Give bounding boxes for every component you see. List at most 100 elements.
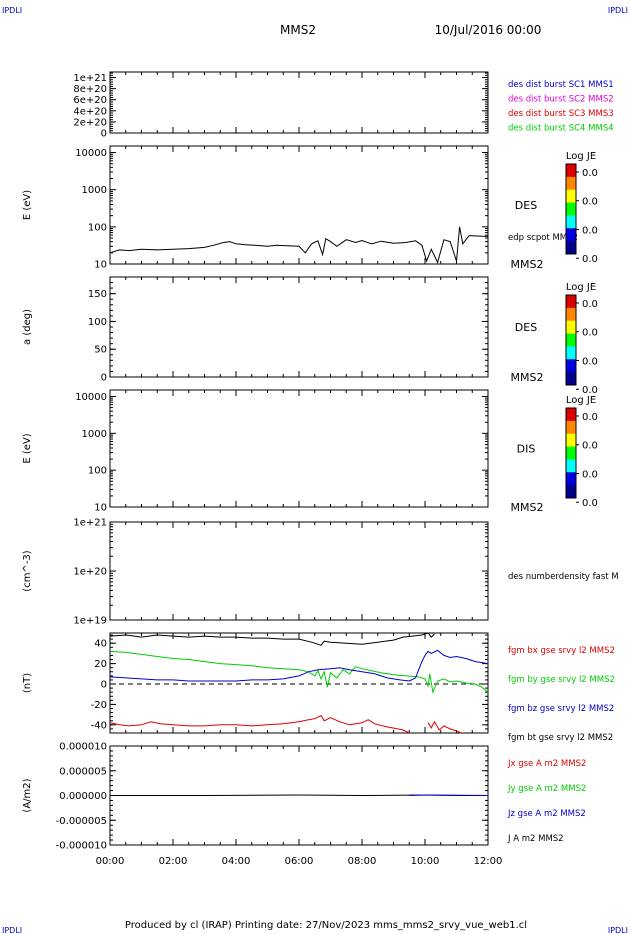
x-tick-label: 08:00: [348, 856, 377, 867]
colorbar-segment-des_energy: [566, 189, 576, 204]
series-line-current-1: [409, 794, 488, 796]
series-line-fgm-1: [109, 650, 489, 694]
colorbar-tick-label-des_pitch: 0.0: [582, 299, 598, 310]
y-tick-label-dist_counts: 1e+21: [73, 73, 107, 84]
y-tick-label-des_energy: 10: [94, 260, 107, 271]
colorbar-segment-des_energy: [566, 164, 576, 178]
colorbar-tick-label-dis_energy: 0.0: [582, 441, 598, 452]
legend-entry-current: Jz gse A m2 MMS2: [507, 809, 586, 819]
legend-entry-fgm: fgm bx gse srvy l2 MMS2: [508, 646, 615, 656]
legend-entry-fgm: fgm by gse srvy l2 MMS2: [508, 675, 615, 685]
y-tick-label-density: 1e+19: [73, 616, 107, 627]
x-tick-label: 10:00: [411, 856, 440, 867]
colorbar-segment-dis_energy: [566, 420, 576, 435]
series-line-fgm-0: [109, 632, 435, 646]
legend-entry-des_energy: edp scpot MMS2: [508, 233, 578, 243]
y-axis-label-dis_energy: E (eV): [22, 433, 33, 463]
colorbar-frame-des_energy: [565, 163, 577, 255]
y-tick-label-density: 1e+20: [73, 567, 107, 578]
colorbar-tick-label-des_energy: 0.0: [582, 254, 598, 265]
y-tick-label-dis_energy: 100: [88, 466, 107, 477]
spacecraft-label-des_pitch: MMS2: [511, 371, 544, 384]
y-tick-label-des_energy: 1000: [82, 185, 107, 196]
colorbar-segment-des_pitch: [566, 320, 576, 335]
colorbar-segment-dis_energy: [566, 472, 576, 486]
legend-entry-current: Jx gse A m2 MMS2: [507, 759, 586, 769]
x-tick-label: 12:00: [474, 856, 503, 867]
colorbar-segment-des_energy: [566, 241, 576, 255]
colorbar-title-des_pitch: Log JE: [566, 282, 596, 293]
colorbar-frame-dis_energy: [565, 407, 577, 499]
x-tick-label: 02:00: [159, 856, 188, 867]
y-tick-label-des_pitch: 0: [101, 373, 107, 384]
corner-label-top-left: IPDLI: [2, 6, 22, 15]
colorbar-segment-dis_energy: [566, 433, 576, 448]
corner-label-bottom-left: IPDLI: [2, 926, 22, 934]
y-tick-label-current: 0.000010: [59, 742, 107, 753]
y-tick-label-des_energy: 100: [88, 222, 107, 233]
legend-entry-dist_counts: des dist burst SC1 MMS1: [508, 80, 614, 90]
colorbar-segment-des_energy: [566, 228, 576, 242]
y-tick-label-current: -0.000005: [56, 816, 107, 827]
series-line-fgm-2: [109, 649, 489, 682]
corner-label-bottom-right: IPDLI: [608, 926, 628, 934]
panel-frame-density: [109, 521, 489, 621]
x-tick-label: 00:00: [96, 856, 125, 867]
footer-text: Produced by cl (IRAP) Printing date: 27/…: [125, 920, 527, 931]
y-tick-label-current: 0.000005: [59, 766, 107, 777]
y-tick-label-des_pitch: 50: [94, 345, 107, 356]
colorbar-segment-des_pitch: [566, 295, 576, 309]
legend-entry-current: J A m2 MMS2: [507, 834, 564, 844]
series-line-des_energy-0: [109, 226, 489, 264]
instrument-label-dis_energy: DIS: [517, 443, 536, 456]
corner-label-top-right: IPDLI: [608, 6, 628, 15]
series-line-fgm-3: [109, 715, 410, 734]
colorbar-segment-des_energy: [566, 176, 576, 191]
x-tick-label: 04:00: [222, 856, 251, 867]
y-tick-label-dist_counts: 8e+20: [73, 84, 107, 95]
y-tick-label-fgm: -20: [91, 700, 107, 711]
colorbar-title-dis_energy: Log JE: [566, 395, 596, 406]
colorbar-tick-label-des_energy: 0.0: [582, 197, 598, 208]
y-tick-label-des_pitch: 100: [88, 317, 107, 328]
colorbar-segment-des_pitch: [566, 333, 576, 347]
y-axis-label-fgm: (nT): [22, 673, 33, 693]
colorbar-tick-label-des_energy: 0.0: [582, 168, 598, 179]
colorbar-segment-des_pitch: [566, 372, 576, 386]
legend-entry-density: des numberdensity fast M: [508, 572, 619, 582]
y-tick-label-dis_energy: 10: [94, 503, 107, 514]
colorbar-segment-dis_energy: [566, 408, 576, 422]
y-axis-label-des_energy: E (eV): [22, 190, 33, 220]
y-tick-label-current: -0.000010: [56, 841, 107, 852]
y-tick-label-fgm: -40: [91, 720, 107, 731]
colorbar-segment-dis_energy: [566, 459, 576, 473]
panel-frame-dis_energy: [109, 389, 489, 508]
spacecraft-label-des_energy: MMS2: [511, 258, 544, 271]
y-axis-label-des_pitch: a (deg): [22, 309, 33, 345]
colorbar-tick-label-des_pitch: 0.0: [582, 356, 598, 367]
colorbar-segment-dis_energy: [566, 485, 576, 499]
colorbar-tick-label-dis_energy: 0.0: [582, 498, 598, 509]
legend-entry-dist_counts: des dist burst SC3 MMS3: [508, 109, 614, 119]
y-tick-label-dist_counts: 0: [101, 129, 107, 140]
y-tick-label-des_energy: 10000: [75, 148, 107, 159]
y-tick-label-fgm: 0: [101, 680, 107, 691]
spacecraft-label-dis_energy: MMS2: [511, 501, 544, 514]
y-tick-label-dis_energy: 1000: [82, 429, 107, 440]
colorbar-tick-label-des_pitch: 0.0: [582, 385, 598, 396]
y-axis-label-current: (A/m2): [22, 778, 33, 812]
colorbar-frame-des_pitch: [565, 294, 577, 386]
colorbar-segment-des_energy: [566, 202, 576, 216]
colorbar-tick-label-des_pitch: 0.0: [582, 328, 598, 339]
colorbar-segment-dis_energy: [566, 446, 576, 460]
legend-entry-current: Jy gse A m2 MMS2: [507, 784, 586, 794]
colorbar-segment-des_pitch: [566, 307, 576, 322]
colorbar-segment-des_pitch: [566, 346, 576, 360]
colorbar-title-des_energy: Log JE: [566, 151, 596, 162]
legend-entry-dist_counts: des dist burst SC4 MMS4: [508, 124, 614, 134]
y-tick-label-current: 0.000000: [59, 791, 107, 802]
colorbar-segment-des_pitch: [566, 359, 576, 373]
date-title: 10/Jul/2016 00:00: [435, 23, 542, 37]
y-tick-label-dist_counts: 6e+20: [73, 95, 107, 106]
